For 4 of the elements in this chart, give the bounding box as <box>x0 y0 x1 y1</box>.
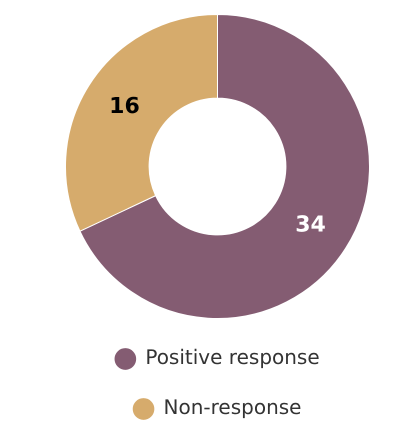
legend-label: Positive response <box>145 345 320 370</box>
legend-label: Non-response <box>164 395 302 420</box>
data-label: 34 <box>295 212 326 238</box>
data-label: 16 <box>109 94 140 120</box>
